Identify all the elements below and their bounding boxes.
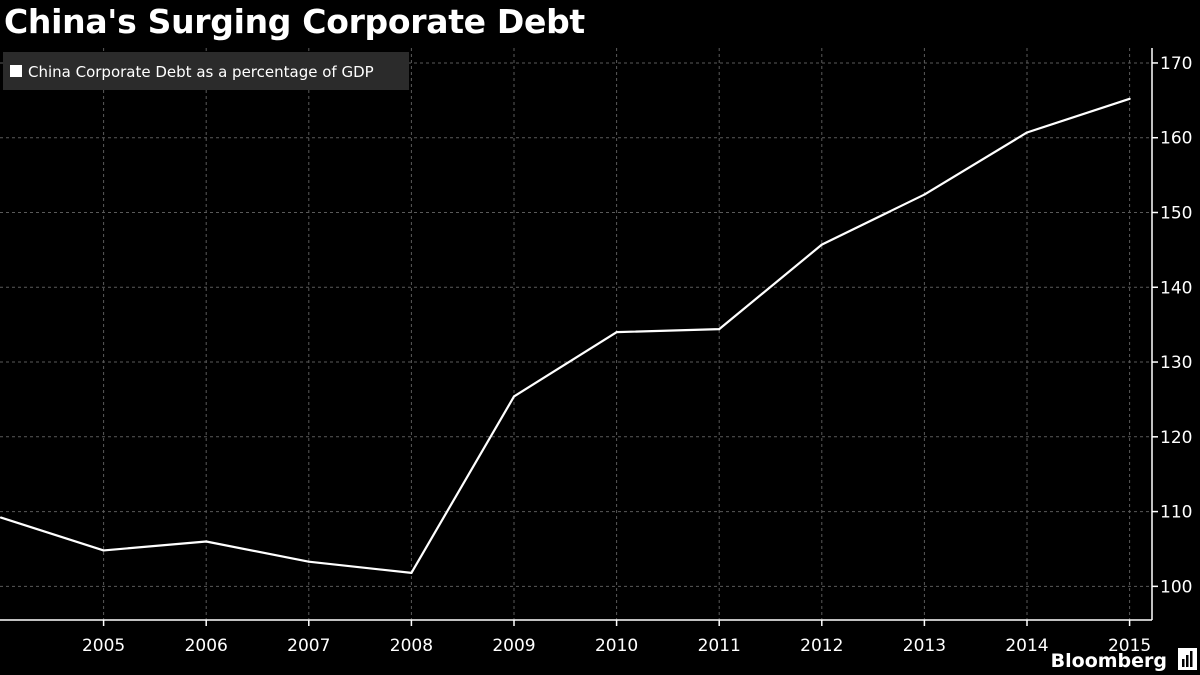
- data-point: [307, 560, 310, 563]
- y-tick-label: 150: [1160, 203, 1192, 223]
- legend: China Corporate Debt as a percentage of …: [3, 52, 409, 90]
- grid-lines: [0, 48, 1152, 620]
- bloomberg-logo-icon: [1178, 648, 1197, 670]
- data-point: [205, 540, 208, 543]
- x-tick-label: 2006: [185, 636, 228, 656]
- x-tick-label: 2005: [82, 636, 125, 656]
- x-tick-label: 2013: [903, 636, 946, 656]
- series-line: [0, 97, 1130, 574]
- bloomberg-wordmark: Bloomberg: [1051, 650, 1167, 672]
- y-tick-label: 140: [1160, 278, 1192, 298]
- x-tick-label: 2011: [698, 636, 741, 656]
- legend-background: [3, 52, 409, 90]
- data-point: [1128, 97, 1131, 100]
- data-point: [410, 571, 413, 574]
- y-tick-label: 130: [1160, 353, 1192, 373]
- legend-entry-label: China Corporate Debt as a percentage of …: [28, 63, 374, 81]
- data-point: [615, 331, 618, 334]
- y-tick-label: 120: [1160, 428, 1192, 448]
- chart-title: China's Surging Corporate Debt: [4, 2, 585, 41]
- x-tick-labels: 2005 2006 2007 2008 2009 2010 2011 2012 2013 2014…: [82, 636, 1151, 656]
- x-tick-label: 2007: [287, 636, 330, 656]
- x-tick-label: 2015: [1108, 636, 1151, 656]
- bloomberg-brand: Bloomberg: [1051, 648, 1197, 672]
- y-tick-label: 170: [1160, 54, 1192, 74]
- data-point: [718, 328, 721, 331]
- y-tick-labels: 100 110 120 130 140 150 160 170: [1160, 54, 1192, 597]
- data-point: [1025, 131, 1029, 134]
- x-tick-label: 2010: [595, 636, 638, 656]
- y-tick-label: 160: [1160, 129, 1192, 149]
- x-tick-label: 2009: [492, 636, 535, 656]
- x-tick-label: 2012: [800, 636, 843, 656]
- data-point: [0, 516, 3, 519]
- series-lines: [0, 97, 1131, 574]
- data-point: [820, 243, 823, 246]
- data-point: [923, 193, 926, 196]
- y-tick-label: 110: [1160, 503, 1192, 523]
- axes: [0, 48, 1158, 626]
- x-tick-label: 2008: [390, 636, 433, 656]
- x-tick-label: 2014: [1005, 636, 1048, 656]
- y-tick-label: 100: [1160, 577, 1192, 597]
- legend-swatch: [10, 65, 22, 77]
- data-point: [102, 549, 105, 552]
- data-point: [512, 395, 516, 398]
